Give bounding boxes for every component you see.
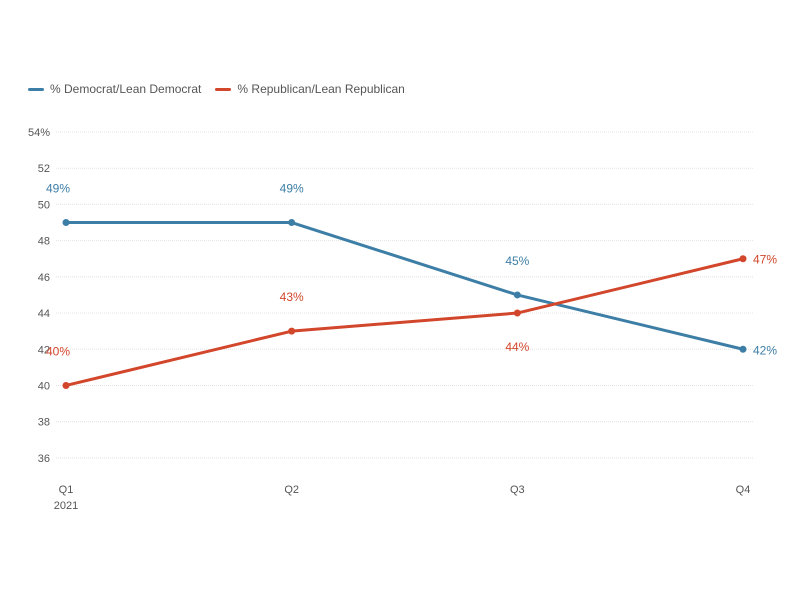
data-point [62, 381, 70, 389]
data-point [739, 345, 747, 353]
grid-layer [56, 131, 754, 459]
series-layer [62, 219, 747, 389]
x-tick-label: Q1 [59, 484, 74, 496]
x-tick-sublabel: 2021 [54, 500, 78, 512]
y-tick-label: 46 [38, 272, 50, 284]
series-line-republican [64, 257, 745, 387]
legend-item-republican: % Republican/Lean Republican [215, 82, 405, 96]
data-point [288, 327, 296, 335]
y-tick-label: 38 [38, 417, 50, 429]
y-tick-label: 52 [38, 163, 50, 175]
legend-label-republican: % Republican/Lean Republican [237, 82, 405, 96]
data-label: 49% [46, 182, 70, 196]
data-label: 43% [280, 290, 304, 304]
data-label: 45% [505, 254, 529, 268]
legend: % Democrat/Lean Democrat % Republican/Le… [28, 82, 419, 96]
data-label: 44% [505, 340, 529, 354]
data-point [288, 219, 296, 227]
y-tick-label: 44 [38, 308, 50, 320]
data-point [739, 255, 747, 263]
series-line-democrat [64, 221, 745, 351]
legend-swatch-republican [215, 87, 232, 91]
data-label: 49% [280, 182, 304, 196]
data-point [513, 309, 521, 317]
legend-item-democrat: % Democrat/Lean Democrat [28, 82, 201, 96]
data-label-layer: 49% 49% 45% 42% 40% 43% 44% 47% [46, 182, 777, 359]
x-tick-label: Q2 [284, 484, 299, 496]
y-tick-label: 54% [28, 127, 50, 139]
y-tick-label: 50 [38, 199, 50, 211]
legend-label-democrat: % Democrat/Lean Democrat [50, 82, 202, 96]
y-tick-label: 36 [38, 453, 50, 465]
y-tick-label: 48 [38, 236, 50, 248]
data-point [513, 291, 521, 299]
data-label: 42% [753, 343, 777, 357]
data-point [62, 219, 70, 227]
y-axis-ticks: 36 38 40 42 44 46 48 50 52 54% [28, 127, 50, 465]
x-tick-label: Q4 [736, 484, 751, 496]
x-tick-label: Q3 [510, 484, 525, 496]
x-axis-ticks: Q1 2021 Q2 Q3 Q4 [54, 484, 751, 512]
data-label: 47% [753, 253, 777, 267]
data-label: 40% [46, 344, 70, 358]
legend-swatch-democrat [28, 87, 44, 91]
y-tick-label: 42 [38, 344, 50, 356]
y-tick-label: 40 [38, 380, 50, 392]
